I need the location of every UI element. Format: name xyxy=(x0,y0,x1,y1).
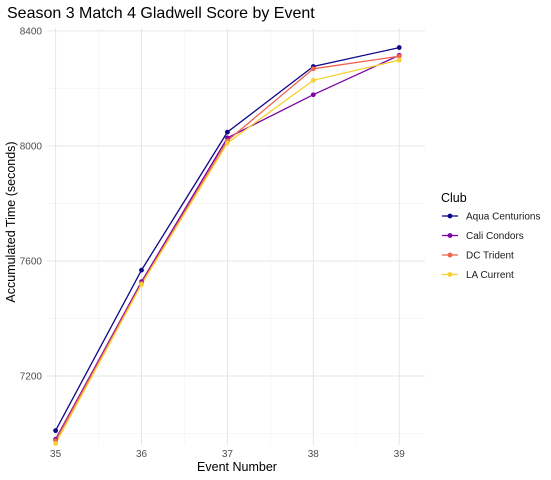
x-tick-label: 38 xyxy=(308,449,320,460)
x-axis-title: Event Number xyxy=(197,460,277,474)
y-tick-label: 8000 xyxy=(20,141,43,152)
legend-title: Club xyxy=(441,191,467,205)
x-tick-label: 35 xyxy=(50,449,62,460)
y-tick-label: 8400 xyxy=(20,26,43,37)
chart-title: Season 3 Match 4 Gladwell Score by Event xyxy=(7,5,315,22)
data-point xyxy=(139,282,144,287)
legend-label: DC Trident xyxy=(466,251,514,262)
legend-items: Aqua Centurions Cali Condors DC Trident LA … xyxy=(442,212,541,281)
y-axis: 7200 7600 8000 8400 xyxy=(20,26,43,382)
legend-key-point xyxy=(447,272,453,277)
legend: Club Aqua Centurions Cali Condors DC Tride… xyxy=(441,191,541,281)
data-point xyxy=(53,428,58,434)
x-axis: 35 36 37 38 39 xyxy=(50,449,405,460)
data-point xyxy=(53,441,58,446)
data-point xyxy=(396,45,402,50)
data-point xyxy=(310,92,316,98)
x-tick-label: 37 xyxy=(222,449,234,460)
legend-key-point xyxy=(447,213,453,219)
y-tick-label: 7200 xyxy=(20,371,43,382)
data-point xyxy=(310,77,316,83)
y-tick-label: 7600 xyxy=(20,256,43,267)
legend-key-point xyxy=(447,252,453,258)
legend-key-point xyxy=(447,233,453,238)
y-axis-title: Accumulated Time (seconds) xyxy=(4,141,18,302)
plot-area xyxy=(47,28,425,446)
grid xyxy=(47,28,425,445)
data-point xyxy=(396,57,402,63)
legend-label: LA Current xyxy=(466,270,514,281)
data-point xyxy=(396,53,402,59)
data-point xyxy=(310,66,316,72)
data-point xyxy=(225,140,230,146)
x-tick-label: 39 xyxy=(394,449,406,460)
legend-label: Aqua Centurions xyxy=(466,212,541,223)
series-points xyxy=(53,45,402,446)
data-point xyxy=(225,129,230,135)
data-point xyxy=(139,267,144,273)
x-tick-label: 36 xyxy=(136,449,148,460)
legend-label: Cali Condors xyxy=(466,231,524,242)
